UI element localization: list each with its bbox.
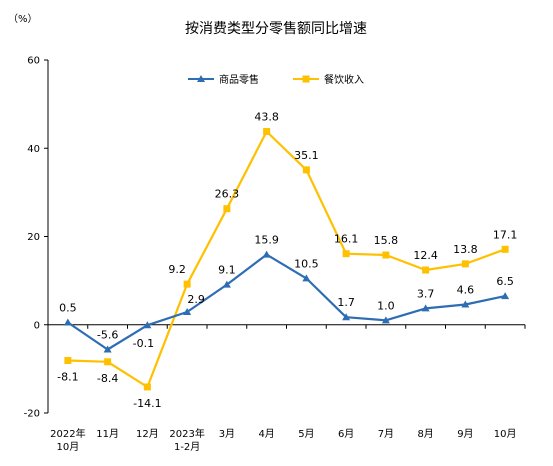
data-point <box>342 250 350 258</box>
data-label: 1.0 <box>377 299 395 312</box>
data-point <box>262 250 271 258</box>
chart-title: 按消费类型分零售额同比增速 <box>185 21 367 37</box>
data-point <box>104 358 112 366</box>
data-label: 15.8 <box>374 234 399 247</box>
data-point <box>501 245 509 253</box>
data-label: -0.1 <box>133 337 154 350</box>
series-line <box>67 130 506 389</box>
x-tick-label: 10月 <box>494 428 517 440</box>
data-point <box>143 383 151 391</box>
data-point <box>64 356 72 364</box>
data-label: 1.7 <box>337 296 355 309</box>
data-label: 2.9 <box>187 293 205 306</box>
data-point <box>461 260 469 268</box>
x-tick-label: 2023年 <box>169 427 204 440</box>
data-label: 12.4 <box>413 249 438 262</box>
data-label: 17.1 <box>493 228 518 241</box>
data-point <box>63 318 72 326</box>
x-tick-label: 9月 <box>457 428 473 440</box>
data-label: 26.3 <box>215 188 240 201</box>
data-label: 9.2 <box>168 263 186 276</box>
x-tick-label: 12月 <box>136 428 159 440</box>
y-tick-label: -20 <box>24 409 40 420</box>
data-labels: 0.5 -5.6 -0.1 2.9 9.1 15.9 10.5 1.7 1.0 3.7 4.6 6.5… <box>57 110 517 409</box>
data-label: 35.1 <box>294 149 319 162</box>
data-label: 43.8 <box>254 110 279 123</box>
data-point <box>421 304 430 312</box>
data-point <box>302 274 311 282</box>
data-label: 0.5 <box>59 302 77 315</box>
y-tick-label: 20 <box>27 232 40 243</box>
x-tick-label: 1-2月 <box>174 441 200 453</box>
data-label: 13.8 <box>453 243 478 256</box>
y-axis-unit: （%） <box>8 13 38 25</box>
data-label: -8.1 <box>57 370 78 383</box>
data-point <box>183 280 191 288</box>
legend: 商品零售 餐饮收入 <box>188 73 364 86</box>
data-label: -8.4 <box>97 372 118 385</box>
data-point <box>302 166 310 174</box>
data-point <box>183 307 192 315</box>
data-point <box>342 313 351 321</box>
data-point <box>501 292 510 300</box>
data-label: 4.6 <box>457 283 475 296</box>
data-point <box>263 127 271 135</box>
legend-marker <box>197 75 205 82</box>
x-tick-label: 4月 <box>258 428 274 440</box>
data-label: -5.6 <box>97 328 118 341</box>
x-tick-label: 8月 <box>417 428 433 440</box>
x-tick-label: 11月 <box>96 428 119 440</box>
legend-label: 商品零售 <box>219 73 259 86</box>
data-label: 3.7 <box>417 287 435 300</box>
x-tick-label: 5月 <box>298 428 314 440</box>
data-point <box>222 280 231 288</box>
data-point <box>461 300 470 308</box>
y-tick-label: 60 <box>27 56 40 67</box>
data-label: 6.5 <box>496 275 514 288</box>
data-point <box>223 205 231 213</box>
x-tick-label: 10月 <box>57 441 80 453</box>
data-point <box>103 345 112 353</box>
legend-marker <box>302 75 310 83</box>
series-layer <box>63 127 510 391</box>
series-line <box>67 253 506 351</box>
y-tick-label: 0 <box>34 320 40 331</box>
legend-label: 餐饮收入 <box>324 73 364 86</box>
data-label: 16.1 <box>334 233 359 246</box>
x-tick-label: 6月 <box>338 428 354 440</box>
data-label: 10.5 <box>294 257 319 270</box>
y-tick-label: 40 <box>27 144 40 155</box>
data-point <box>422 266 430 274</box>
data-point <box>382 251 390 259</box>
data-point <box>381 316 390 324</box>
data-label: 15.9 <box>254 234 279 247</box>
x-tick-label: 3月 <box>219 428 235 440</box>
data-label: -14.1 <box>133 397 161 410</box>
x-tick-label: 2022年 <box>50 427 85 440</box>
data-label: 9.1 <box>218 264 236 277</box>
data-point <box>143 321 152 329</box>
x-tick-label: 7月 <box>378 428 394 440</box>
